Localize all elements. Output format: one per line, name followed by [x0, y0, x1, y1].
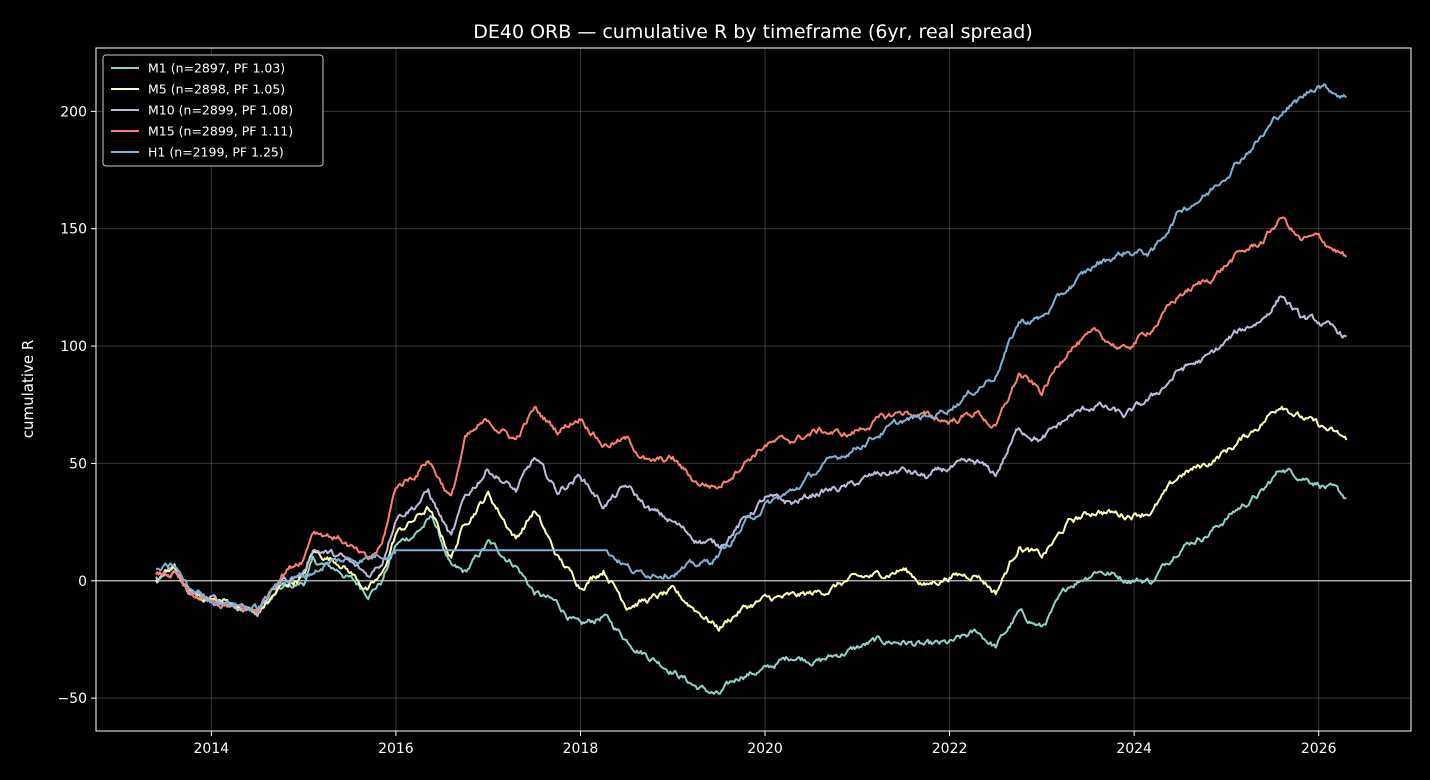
series-layer — [155, 83, 1348, 695]
x-tick-label: 2024 — [1116, 741, 1152, 757]
x-tick-label: 2022 — [932, 741, 968, 757]
y-tick-label: 50 — [69, 456, 87, 472]
chart-title: DE40 ORB — cumulative R by timeframe (6y… — [473, 21, 1033, 43]
legend-label: M10 (n=2899, PF 1.08) — [148, 103, 293, 118]
y-tick-label: 150 — [60, 222, 87, 238]
legend-label: M1 (n=2897, PF 1.03) — [148, 61, 285, 76]
grid-layer — [96, 48, 1411, 731]
tick-layer: 2014 2016 2018 2020 2022 2024 2026 −50 0 50 100 150… — [57, 104, 1336, 757]
plot-frame — [95, 47, 1412, 732]
x-tick-label: 2026 — [1301, 741, 1337, 757]
y-tick-label: −50 — [57, 691, 87, 707]
series-line-h1 — [155, 83, 1347, 612]
legend-label: M15 (n=2899, PF 1.11) — [148, 124, 293, 139]
y-axis-label: cumulative R — [19, 340, 37, 439]
x-tick-label: 2014 — [194, 741, 230, 757]
y-tick-label: 0 — [78, 574, 87, 590]
legend: M1 (n=2897, PF 1.03) M5 (n=2898, PF 1.05)… — [102, 54, 324, 167]
x-tick-label: 2020 — [747, 741, 783, 757]
legend-label: H1 (n=2199, PF 1.25) — [148, 145, 284, 160]
legend-box — [102, 54, 324, 167]
y-tick-label: 100 — [60, 339, 87, 355]
series-line-m15 — [155, 216, 1348, 614]
x-tick-label: 2016 — [378, 741, 414, 757]
series-line-m1 — [155, 467, 1347, 695]
series-line-m5 — [155, 405, 1348, 632]
x-tick-label: 2018 — [563, 741, 599, 757]
y-tick-label: 200 — [60, 104, 87, 120]
legend-label: M5 (n=2898, PF 1.05) — [148, 82, 285, 97]
